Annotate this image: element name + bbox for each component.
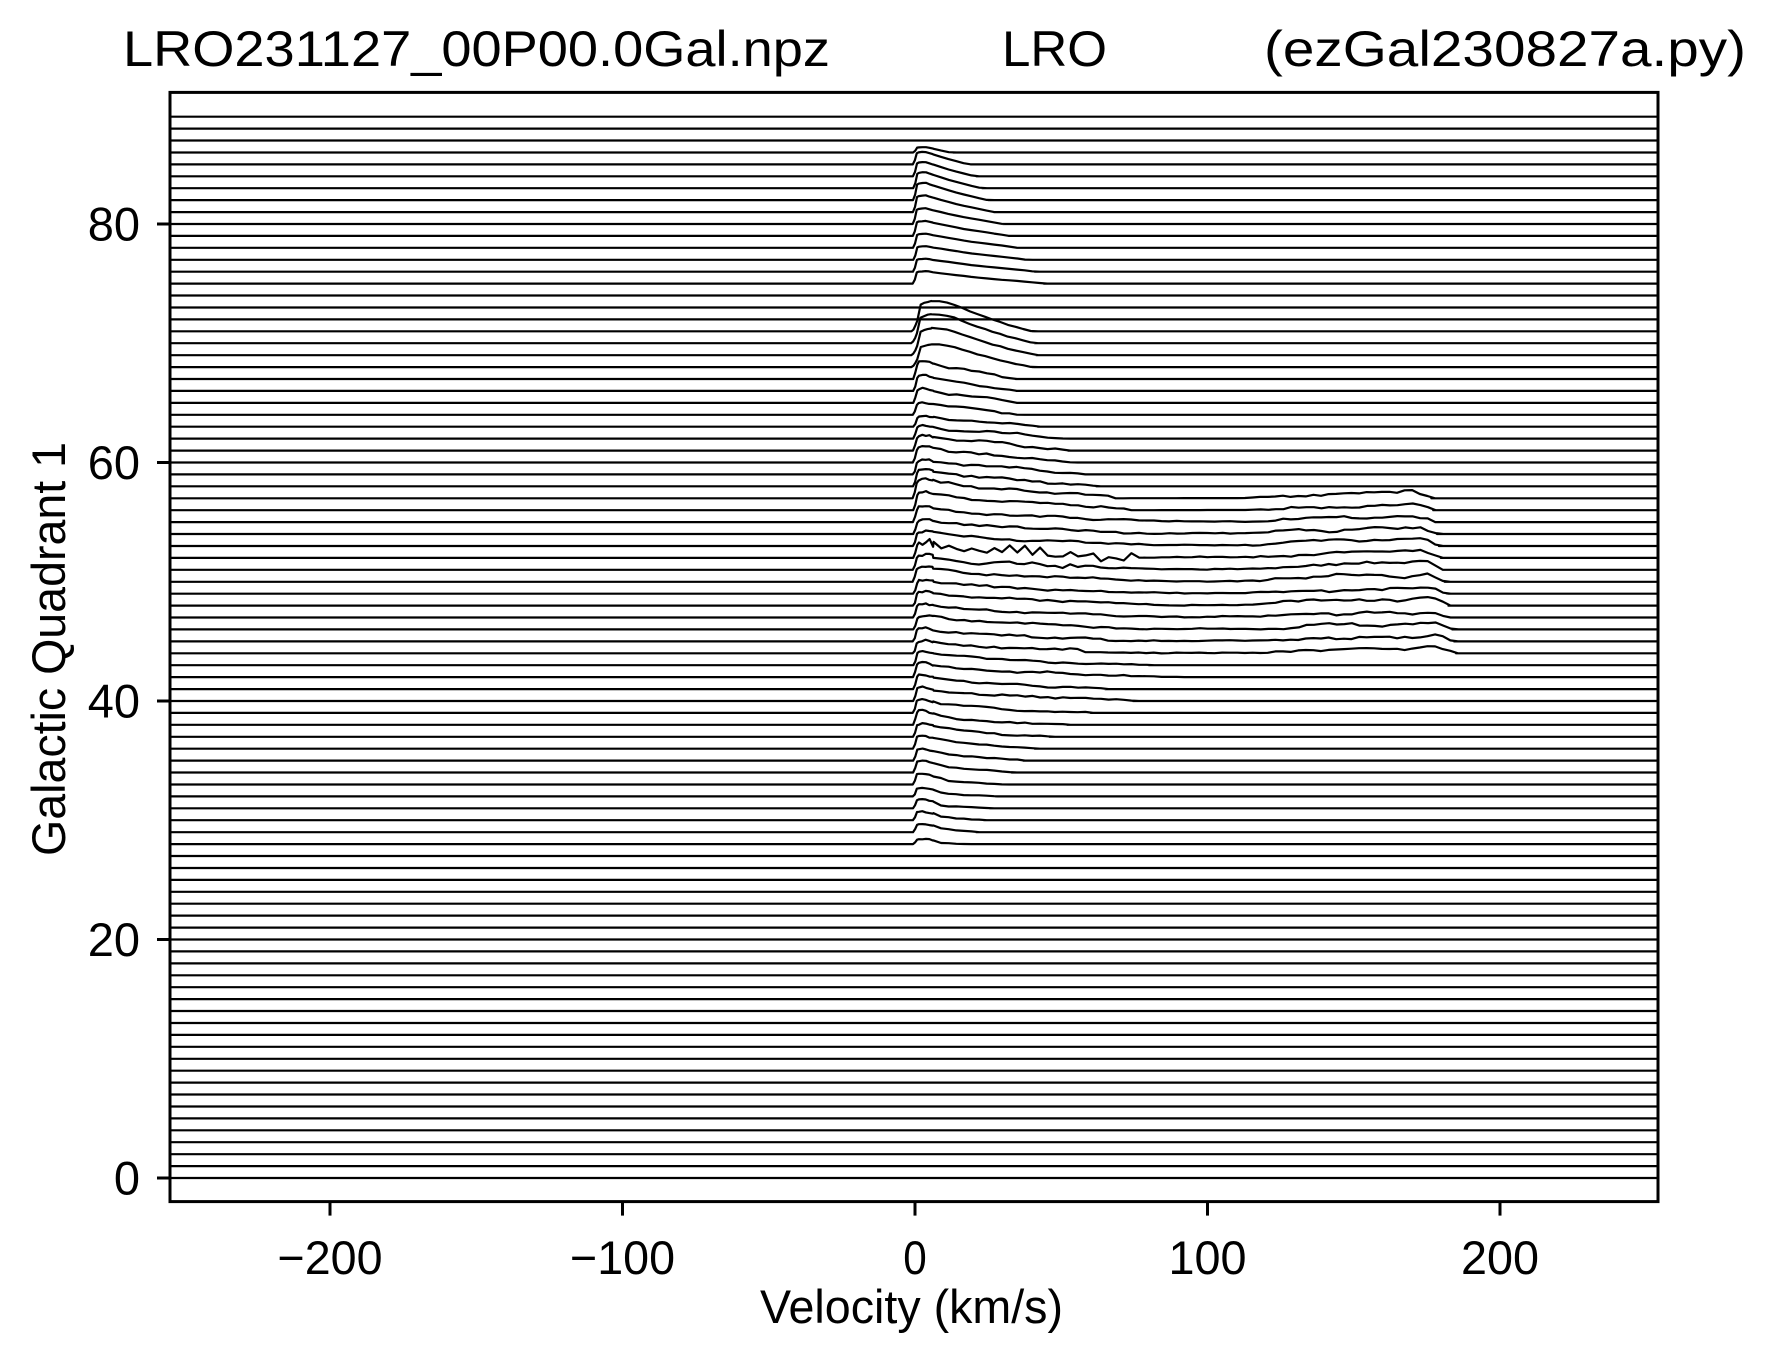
svg-text:(ezGal230827a.py): (ezGal230827a.py) — [1264, 21, 1746, 77]
svg-text:0: 0 — [114, 1152, 140, 1205]
svg-text:0: 0 — [903, 1231, 927, 1284]
svg-text:20: 20 — [88, 913, 140, 966]
svg-text:80: 80 — [88, 198, 140, 251]
svg-text:Velocity (km/s): Velocity (km/s) — [760, 1280, 1063, 1333]
svg-text:200: 200 — [1461, 1231, 1539, 1284]
svg-text:Galactic Quadrant 1: Galactic Quadrant 1 — [22, 442, 75, 856]
svg-text:LRO231127_00P00.0Gal.npz: LRO231127_00P00.0Gal.npz — [123, 21, 830, 77]
svg-text:−200: −200 — [278, 1231, 383, 1284]
svg-text:40: 40 — [88, 675, 140, 728]
svg-text:100: 100 — [1169, 1231, 1247, 1284]
svg-text:60: 60 — [88, 436, 140, 489]
svg-text:LRO: LRO — [1002, 21, 1107, 77]
svg-text:−100: −100 — [570, 1231, 675, 1284]
